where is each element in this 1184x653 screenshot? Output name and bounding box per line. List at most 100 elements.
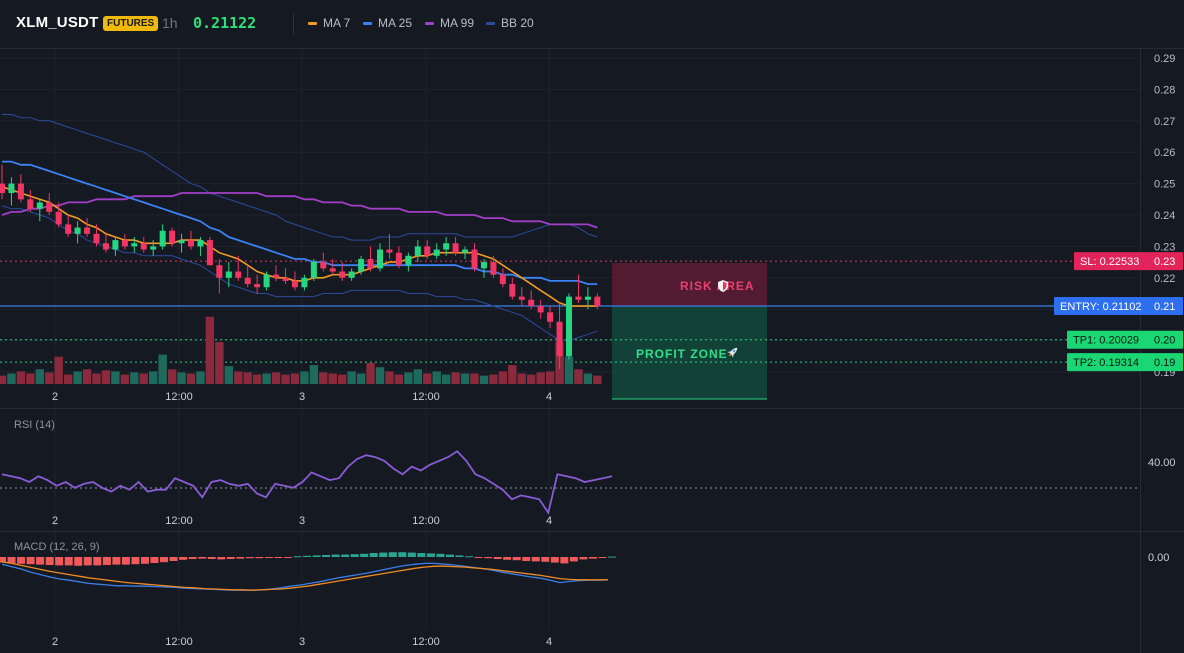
time-axis: 2 12:00 3 12:00 4 xyxy=(52,391,552,403)
symbol-title[interactable]: XLM_USDT xyxy=(16,14,99,31)
candle-body xyxy=(547,312,554,322)
volume-bar xyxy=(243,372,252,384)
candle-body xyxy=(471,249,478,269)
candle-body xyxy=(462,249,469,253)
rsi-axis: 40.00 xyxy=(1148,457,1176,469)
candle-body xyxy=(509,284,516,297)
candle xyxy=(244,265,251,288)
volume-bar xyxy=(35,369,44,384)
volume-bar xyxy=(527,374,536,384)
candle-body xyxy=(178,240,185,244)
volume-bar xyxy=(536,372,545,384)
legend-ma99-label: MA 99 xyxy=(440,16,475,30)
tp2-label: TP2: 0.19314 0.19 xyxy=(1067,353,1183,372)
candle-body xyxy=(263,274,270,288)
rsi-title: RSI (14) xyxy=(14,419,55,431)
candle-body xyxy=(206,240,213,266)
legend-ma99[interactable]: MA 99 xyxy=(425,16,474,30)
bb-lower-line xyxy=(1,205,598,342)
legend-ma25[interactable]: MA 25 xyxy=(363,16,412,30)
candle xyxy=(282,268,289,285)
volume-bar xyxy=(54,356,63,384)
legend-ma7[interactable]: MA 7 xyxy=(308,16,350,30)
rsi-time-tick-label: 3 xyxy=(299,515,305,527)
bb-upper-line xyxy=(2,114,598,241)
macd-histogram-bar xyxy=(436,553,445,557)
candle-body xyxy=(84,227,91,234)
macd-histogram-bar xyxy=(245,557,254,559)
macd-histogram-bar xyxy=(74,557,83,566)
candle-body xyxy=(36,202,43,209)
volume-bar xyxy=(328,373,337,384)
candle xyxy=(414,240,421,263)
macd-histogram-bar xyxy=(236,557,245,559)
candle xyxy=(358,255,365,275)
candle xyxy=(102,233,109,253)
candle-body xyxy=(273,274,280,278)
candle xyxy=(131,236,138,253)
time-tick-label: 2 xyxy=(52,391,58,403)
volume-bar xyxy=(441,374,451,384)
macd-histogram-bar xyxy=(522,557,531,561)
macd-histogram-bar xyxy=(26,557,35,565)
candle-body xyxy=(150,246,157,250)
volume-bar xyxy=(167,369,177,384)
candle xyxy=(254,274,261,294)
candle-body xyxy=(17,183,24,200)
timeframe-label[interactable]: 1h xyxy=(162,15,178,31)
candle xyxy=(566,293,572,360)
candle-body xyxy=(452,243,459,253)
candle-body xyxy=(339,271,346,278)
macd-histogram-bar xyxy=(226,557,235,559)
macd-histogram-bar xyxy=(45,557,54,565)
macd-histogram-bar xyxy=(417,553,426,557)
candle-body xyxy=(490,262,497,275)
candle xyxy=(452,236,459,256)
volume-bar xyxy=(186,373,196,384)
candle xyxy=(329,258,336,275)
candle-body xyxy=(575,296,582,300)
candle xyxy=(518,287,525,307)
rocket-icon xyxy=(727,347,738,358)
candle-body xyxy=(291,280,298,288)
macd-histogram-bar xyxy=(207,557,216,559)
macd-histogram-bar xyxy=(121,557,130,565)
macd-histogram-bar xyxy=(465,556,474,558)
candle xyxy=(74,221,81,244)
volume-bar xyxy=(7,373,16,384)
volume-bar xyxy=(423,373,432,384)
volume-bar xyxy=(319,372,328,384)
macd-histogram-bar xyxy=(255,557,264,559)
macd-histogram-bar xyxy=(198,557,207,559)
level-labels: SL: 0.22533 0.23 ENTRY: 0.21102 0.21 TP1: 0.… xyxy=(1054,252,1183,372)
candle-body xyxy=(102,243,109,250)
candle xyxy=(169,227,176,247)
volume-bar xyxy=(234,371,243,384)
macd-histogram-bar xyxy=(102,557,111,565)
volume-bar xyxy=(385,371,394,384)
macd-histogram-bar xyxy=(503,557,512,560)
candle-body xyxy=(112,240,119,250)
entry-label-axis-value: 0.21 xyxy=(1154,301,1175,313)
candle xyxy=(462,246,469,259)
candle xyxy=(36,199,43,222)
macd-time-tick-label: 3 xyxy=(299,636,305,648)
candle xyxy=(291,271,298,291)
volume-bar xyxy=(101,370,111,384)
legend-bb20[interactable]: BB 20 xyxy=(486,16,534,30)
candle xyxy=(584,287,591,310)
candle xyxy=(0,164,5,200)
candle-body xyxy=(537,306,544,313)
macd-tick-label: 0.00 xyxy=(1148,552,1169,564)
tp2-label-text: TP2: 0.19314 xyxy=(1073,357,1139,369)
bb20-swatch xyxy=(486,21,495,25)
macd-histogram-bar xyxy=(140,557,149,564)
price-tick-label: 0.29 xyxy=(1154,53,1175,65)
volume-bar xyxy=(517,373,526,384)
macd-time-tick-label: 12:00 xyxy=(165,636,193,648)
volume-bar xyxy=(489,374,498,384)
macd-title: MACD (12, 26, 9) xyxy=(14,541,100,553)
candle-body xyxy=(499,274,506,285)
